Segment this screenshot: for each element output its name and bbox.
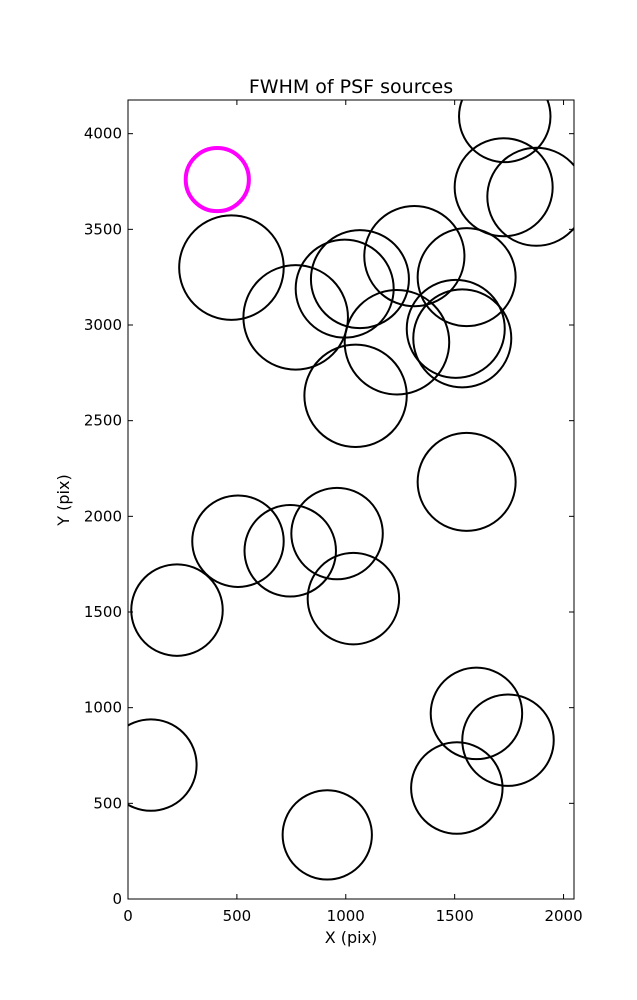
- y-tick-label: 1500: [84, 603, 122, 621]
- psf-source-circle: [178, 214, 285, 321]
- x-tick-label: 2000: [544, 907, 582, 925]
- psf-source-circle: [309, 229, 410, 330]
- psf-source-circle: [453, 137, 554, 238]
- y-tick-label: 4000: [84, 125, 122, 143]
- psf-source-circle-highlight: [183, 146, 251, 214]
- plot-frame: [127, 99, 575, 900]
- psf-source-circle: [405, 278, 506, 379]
- psf-source-circle: [290, 486, 384, 581]
- x-axis-ticks: 0 500 1000 1500 2000: [123, 100, 583, 925]
- x-tick-label: 500: [223, 907, 252, 925]
- psf-source-circle: [429, 666, 524, 761]
- psf-source-circle: [128, 718, 198, 812]
- chart-title: FWHM of PSF sources: [249, 76, 453, 98]
- psf-source-circle: [461, 693, 555, 787]
- y-tick-label: 2500: [84, 412, 122, 430]
- y-axis-ticks: 0 500 1000 1500 2000 2500 3000 3500 4000: [84, 125, 574, 908]
- psf-source-circle: [410, 741, 504, 835]
- psf-source-circle: [486, 146, 574, 247]
- y-axis-label: Y (pix): [54, 474, 73, 526]
- psf-source-circle: [306, 551, 401, 646]
- psf-source-circle: [303, 343, 408, 448]
- psf-source-circle: [343, 288, 451, 396]
- y-tick-label: 3500: [84, 220, 122, 238]
- psf-source-circle: [416, 431, 517, 532]
- y-tick-label: 2000: [84, 507, 122, 525]
- y-tick-label: 0: [112, 890, 122, 908]
- psf-source-circle: [130, 563, 224, 657]
- x-tick-label: 0: [123, 907, 133, 925]
- psf-source-circle: [191, 494, 285, 588]
- psf-source-circle: [242, 264, 349, 371]
- psf-source-circle: [412, 288, 513, 389]
- circles-layer: [128, 100, 574, 881]
- x-tick-label: 1500: [436, 907, 474, 925]
- x-tick-label: 1000: [327, 907, 365, 925]
- psf-source-circle: [281, 789, 373, 881]
- psf-source-circle: [458, 100, 552, 164]
- x-axis-label: X (pix): [325, 928, 378, 947]
- y-tick-label: 1000: [84, 699, 122, 717]
- psf-source-circle: [363, 205, 466, 308]
- y-tick-label: 500: [93, 794, 122, 812]
- y-tick-label: 3000: [84, 316, 122, 334]
- psf-source-circle: [416, 227, 517, 328]
- psf-source-circle: [243, 504, 337, 598]
